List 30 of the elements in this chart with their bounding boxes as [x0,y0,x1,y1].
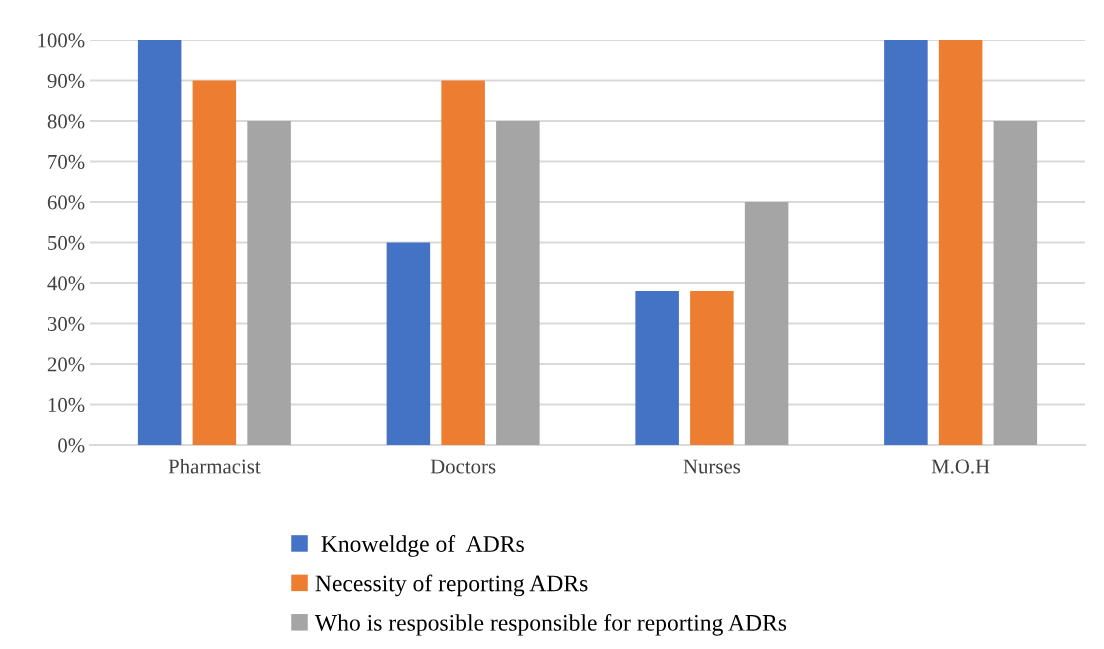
y-tick-label: 60% [47,195,85,210]
bar [993,121,1038,445]
y-tick-label: 90% [47,73,85,88]
y-tick-label: 80% [47,114,85,129]
legend-label: Knoweldge of ADRs [321,535,524,557]
legend-label: Who is resposible responsible for reporting ADRs [314,613,787,636]
bar [441,80,485,445]
y-tick-label: 40% [47,276,85,291]
bar [192,80,237,445]
bar [247,121,291,445]
y-tick-label: 20% [47,357,85,372]
bar [744,202,789,445]
x-tick-label: Pharmacist [168,458,261,474]
y-tick-label: 50% [48,235,85,250]
bar [635,291,679,445]
legend-label: Necessity of reporting ADRs [315,574,588,597]
bar [386,242,431,445]
x-tick-label: M.O.H [931,459,990,474]
bar [938,40,983,445]
x-tick-label: Nurses [683,459,741,474]
y-tick-label: 30% [47,316,85,331]
x-tick-label: Doctors [430,459,496,474]
bar [496,121,540,445]
y-tick-label: 100% [38,33,85,48]
y-tick-label: 0% [58,438,85,453]
bar [884,40,928,445]
bar [137,40,182,445]
y-tick-label: 10% [48,397,85,412]
y-tick-label: 70% [48,154,85,169]
bar [690,291,734,445]
